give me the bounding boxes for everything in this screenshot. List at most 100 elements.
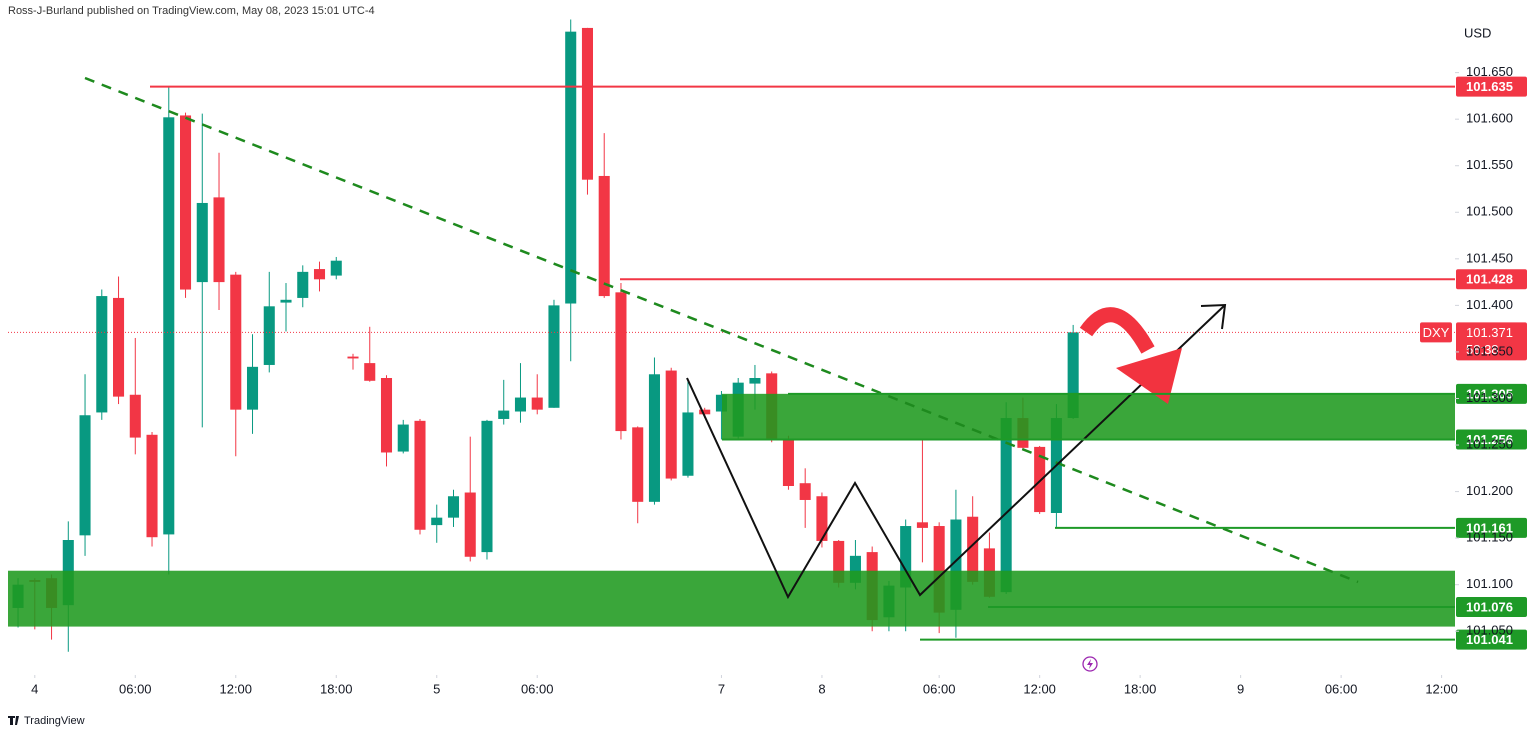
candle-body — [431, 517, 443, 526]
candle-body — [833, 540, 845, 583]
x-tick-label: 4 — [31, 681, 38, 696]
candle-body — [297, 271, 309, 298]
candle-body — [514, 397, 527, 412]
candle-body — [380, 378, 393, 453]
candle-body — [715, 394, 727, 412]
x-tick-label: 12:00 — [219, 681, 252, 696]
y-tick-label: 101.200 — [1466, 483, 1513, 498]
level-badge — [1456, 517, 1527, 538]
y-tick-label: 101.500 — [1466, 204, 1513, 219]
zone — [722, 393, 1455, 440]
level-label: 101.076 — [1466, 599, 1513, 614]
candle-body — [196, 202, 208, 283]
last-price-badge — [1456, 322, 1527, 361]
x-tick-label: 06:00 — [1325, 681, 1358, 696]
level-label: 101.161 — [1466, 520, 1513, 535]
candle-body — [364, 363, 376, 381]
y-tick-label: 101.650 — [1466, 64, 1513, 79]
candle-body — [246, 366, 259, 410]
candle-body — [113, 297, 125, 397]
y-tick-label: 101.300 — [1466, 390, 1513, 405]
candle-body — [581, 27, 593, 180]
candle-body — [967, 516, 979, 582]
level-label: 101.635 — [1466, 79, 1513, 94]
last-price-label: 101.371 — [1466, 325, 1513, 340]
candle-body — [531, 397, 543, 410]
candle-body — [682, 412, 694, 476]
candle-body — [632, 427, 644, 502]
zone — [8, 570, 1455, 627]
x-tick-label: 06:00 — [521, 681, 554, 696]
candle-body — [665, 370, 677, 479]
candle-body — [950, 519, 962, 610]
level-badge — [1456, 629, 1527, 650]
symbol-label: DXY — [1423, 325, 1450, 340]
candle-body — [79, 415, 91, 536]
candle-body — [782, 439, 794, 486]
zones — [8, 393, 1455, 627]
level-badge — [1456, 429, 1527, 450]
y-tick-label: 101.100 — [1466, 576, 1513, 591]
candle-body — [548, 305, 560, 408]
level-badge — [1456, 383, 1527, 404]
candle-body — [313, 269, 326, 280]
candle-body — [464, 492, 476, 557]
candle-body — [230, 274, 242, 410]
brand: TradingView — [24, 715, 85, 727]
candle-body — [498, 410, 510, 419]
candle-body — [799, 483, 811, 500]
currency: USD — [1464, 25, 1491, 40]
y-tick-label: 101.450 — [1466, 250, 1513, 265]
axis: 101.050 101.100 101.150 101.200 101.250 101.3… — [31, 64, 1513, 696]
level-label: 101.305 — [1466, 386, 1513, 401]
x-tick-label: 06:00 — [923, 681, 956, 696]
x-tick-label: 18:00 — [320, 681, 353, 696]
candle-body — [916, 522, 928, 528]
byline: Ross-J-Burland published on TradingView.… — [8, 5, 375, 17]
brand-logo — [8, 716, 19, 725]
x-tick-label: 12:00 — [1023, 681, 1056, 696]
candle-body — [397, 424, 409, 452]
y-tick-label: 101.600 — [1466, 111, 1513, 126]
y-tick-label: 101.400 — [1466, 297, 1513, 312]
candle-body — [615, 292, 627, 432]
y-tick-label: 101.050 — [1466, 623, 1513, 638]
candle-body — [648, 374, 660, 502]
candle-body — [347, 356, 359, 359]
pattern-path — [686, 304, 1226, 600]
level-label: 101.041 — [1466, 632, 1513, 647]
y-tick-label: 101.250 — [1466, 436, 1513, 451]
candle-body — [414, 420, 426, 530]
x-tick-label: 5 — [433, 681, 440, 696]
candle-body — [1034, 446, 1046, 513]
y-tick-label: 101.350 — [1466, 343, 1513, 358]
candle-body — [565, 31, 577, 304]
symbol-badge — [1420, 322, 1452, 343]
event-icon — [1082, 656, 1098, 672]
candle-body — [699, 409, 711, 415]
candle-body — [280, 299, 292, 303]
x-tick-label: 18:00 — [1124, 681, 1157, 696]
candle-body — [900, 526, 912, 588]
candle-body — [933, 526, 945, 613]
x-tick-label: 06:00 — [119, 681, 152, 696]
curved-arrow — [1079, 307, 1155, 354]
countdown: 58:38 — [1466, 342, 1499, 357]
candle-body — [1067, 332, 1079, 419]
arrow-head — [1200, 303, 1227, 330]
event-bolt — [1087, 659, 1093, 669]
candle-body — [330, 260, 342, 276]
candle-body — [447, 496, 460, 518]
level-badge — [1456, 597, 1527, 618]
y-tick-label: 101.550 — [1466, 157, 1513, 172]
y-tick-label: 101.150 — [1466, 530, 1513, 545]
x-tick-label: 7 — [718, 681, 725, 696]
x-tick-label: 12:00 — [1425, 681, 1458, 696]
candle-body — [816, 496, 828, 541]
candle-body — [163, 117, 175, 535]
level-label: 101.256 — [1466, 432, 1513, 447]
candles — [8, 19, 1455, 652]
levels: 101.635 101.428 101.305 101.256 101.161 101.0… — [150, 76, 1527, 650]
